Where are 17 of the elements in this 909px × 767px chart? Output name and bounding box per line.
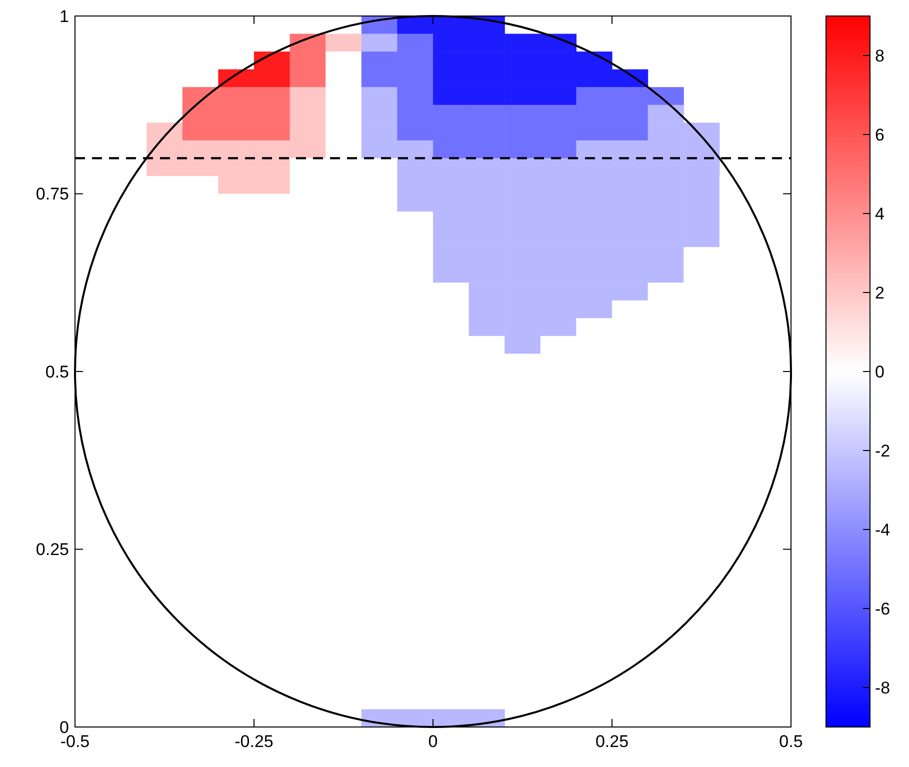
- color-bar-label: 2: [875, 283, 884, 302]
- y-tick-label: 0.25: [36, 540, 69, 560]
- color-bar-label: -2: [875, 441, 890, 460]
- color-bar-label: -4: [875, 520, 890, 540]
- y-tick-label: 0.5: [45, 362, 69, 382]
- y-tick-label: 1: [60, 6, 69, 26]
- color-bar-label: 0: [875, 362, 884, 382]
- color-bar-label: -8: [875, 678, 890, 698]
- color-bar-label: 6: [875, 125, 884, 144]
- x-tick-label: 0.5: [779, 732, 803, 751]
- color-bar-label: 8: [875, 46, 884, 66]
- x-tick-label: 0.25: [595, 732, 629, 751]
- color-bar-label: -6: [875, 599, 890, 618]
- x-tick-label: 0: [428, 732, 438, 751]
- x-tick-label: -0.25: [234, 732, 274, 751]
- color-bar-label: 4: [875, 204, 884, 224]
- y-tick-label: 0.75: [36, 184, 69, 204]
